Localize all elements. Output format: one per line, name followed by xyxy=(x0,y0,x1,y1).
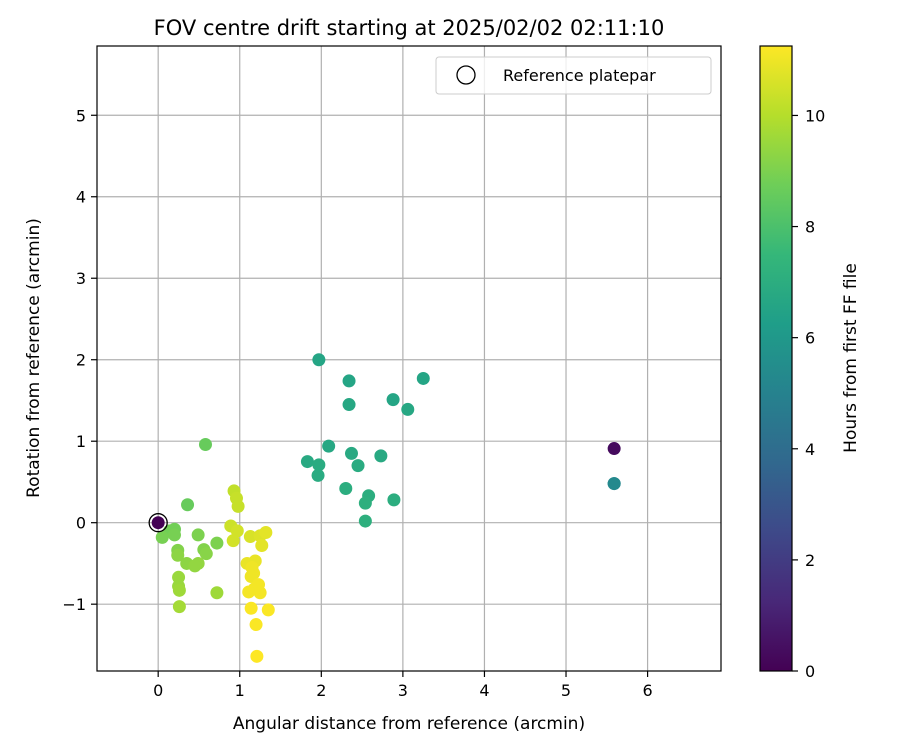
legend-marker-open-circle xyxy=(456,65,476,85)
y-axis-ticks: −1 0 1 2 3 4 5 xyxy=(62,106,97,614)
scatter-point xyxy=(191,528,205,542)
colorbar-tick-label: 2 xyxy=(805,551,815,570)
y-axis-label: Rotation from reference (arcmin) xyxy=(24,218,44,498)
scatter-point xyxy=(311,468,325,482)
scatter-point xyxy=(188,559,202,573)
scatter-point xyxy=(250,649,264,663)
plot-background xyxy=(97,46,721,671)
scatter-point xyxy=(322,439,336,453)
scatter-point xyxy=(231,499,245,513)
scatter-point xyxy=(607,477,621,491)
scatter-point xyxy=(230,524,244,538)
scatter-point xyxy=(249,618,263,632)
scatter-point xyxy=(342,374,356,388)
colorbar-tick-label: 10 xyxy=(805,106,825,125)
scatter-point xyxy=(312,458,326,472)
y-tick-label: 2 xyxy=(76,351,86,370)
scatter-point xyxy=(255,539,269,553)
scatter-point xyxy=(342,398,356,412)
scatter-point xyxy=(210,586,224,600)
scatter-point xyxy=(244,601,258,615)
scatter-point xyxy=(181,498,195,512)
scatter-point xyxy=(300,455,314,469)
y-tick-label: 4 xyxy=(76,188,86,207)
x-tick-label: 2 xyxy=(316,681,326,700)
scatter-point xyxy=(401,402,415,416)
scatter-point xyxy=(261,603,275,617)
scatter-point xyxy=(339,481,353,495)
scatter-point xyxy=(199,547,213,561)
scatter-point xyxy=(243,530,257,544)
scatter-point xyxy=(358,514,372,528)
scatter-point xyxy=(374,449,388,463)
colorbar-tick-label: 0 xyxy=(805,662,815,681)
colorbar-tick-label: 6 xyxy=(805,329,815,348)
scatter-points xyxy=(148,353,621,663)
x-tick-label: 5 xyxy=(561,681,571,700)
scatter-point xyxy=(151,516,165,530)
grid-lines xyxy=(97,46,721,671)
y-tick-label: −1 xyxy=(62,595,86,614)
colorbar-ticks: 0 2 4 6 8 10 xyxy=(792,106,825,681)
x-tick-label: 1 xyxy=(235,681,245,700)
colorbar-tick-label: 8 xyxy=(805,218,815,237)
x-axis-label: Angular distance from reference (arcmin) xyxy=(233,714,585,734)
x-axis-ticks: 0 1 2 3 4 5 6 xyxy=(153,671,653,700)
scatter-point xyxy=(351,459,365,473)
scatter-point xyxy=(253,586,267,600)
x-tick-label: 3 xyxy=(398,681,408,700)
scatter-point xyxy=(607,442,621,456)
scatter-point xyxy=(155,530,169,544)
colorbar-frame xyxy=(759,45,793,672)
colorbar: 0 2 4 6 8 10 Hours from first FF file xyxy=(759,45,861,681)
x-tick-label: 4 xyxy=(479,681,489,700)
legend-box xyxy=(435,56,712,95)
x-tick-label: 6 xyxy=(642,681,652,700)
scatter-point xyxy=(210,536,224,550)
scatter-point xyxy=(171,548,185,562)
colorbar-tick-label: 4 xyxy=(805,440,815,459)
scatter-point xyxy=(386,393,400,407)
scatter-point xyxy=(167,528,181,542)
y-tick-label: 5 xyxy=(76,106,86,125)
y-tick-label: 1 xyxy=(76,432,86,451)
scatter-point xyxy=(312,353,326,367)
scatter-point xyxy=(226,534,240,548)
colorbar-label: Hours from first FF file xyxy=(841,263,861,453)
chart-title: FOV centre drift starting at 2025/02/02 … xyxy=(154,16,665,40)
y-tick-label: 3 xyxy=(76,269,86,288)
x-tick-label: 0 xyxy=(153,681,163,700)
scatter-point xyxy=(242,585,256,599)
plot-frame xyxy=(96,45,722,672)
y-tick-label: 0 xyxy=(76,514,86,533)
scatter-point xyxy=(172,600,186,614)
legend: Reference platepar xyxy=(435,56,712,95)
reference-platepar-marker xyxy=(148,513,168,533)
plot-area xyxy=(96,45,722,672)
scatter-point xyxy=(358,496,372,510)
scatter-point xyxy=(198,437,212,451)
scatter-point xyxy=(172,583,186,597)
scatter-point xyxy=(259,525,273,539)
scatter-point xyxy=(416,371,430,385)
scatter-point xyxy=(344,446,358,460)
scatter-point xyxy=(172,570,186,584)
colorbar-bar xyxy=(760,46,792,671)
legend-entry-label: Reference platepar xyxy=(503,66,656,85)
scatter-point xyxy=(387,493,401,507)
